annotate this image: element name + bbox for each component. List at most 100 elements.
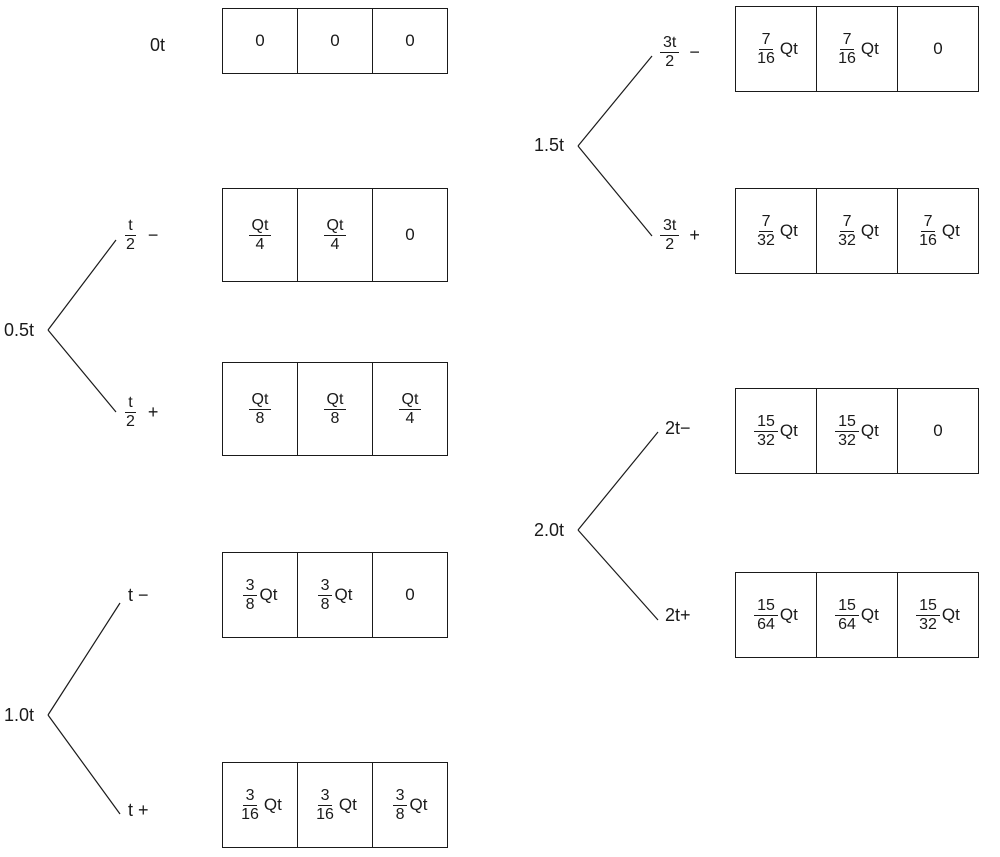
value-cell: Qt8 [297, 362, 373, 456]
node-label: 0.5t [4, 320, 34, 341]
value-cell: 716Qt [816, 6, 898, 92]
fraction: 3t2 [660, 35, 679, 70]
branch-label: 0t [150, 35, 165, 56]
value-cell: Qt4 [297, 188, 373, 282]
fraction: 732 [754, 214, 778, 249]
cell-suffix: Qt [861, 605, 879, 625]
value-row: 1564Qt1564Qt1532Qt [735, 572, 979, 658]
cell-suffix: Qt [259, 585, 277, 605]
value-cell: Qt4 [222, 188, 298, 282]
cell-content: 38Qt [243, 578, 278, 613]
value-cell: 1532Qt [816, 388, 898, 474]
tree-edge [578, 146, 652, 236]
value-row: 38Qt38Qt0 [222, 552, 448, 638]
fraction: 1564 [754, 598, 778, 633]
cell-content: 0 [405, 585, 414, 605]
value-cell: 316Qt [297, 762, 373, 848]
cell-content: 732Qt [835, 214, 879, 249]
branch-sign: − [689, 42, 700, 63]
cell-suffix: Qt [780, 221, 798, 241]
cell-suffix: Qt [264, 795, 282, 815]
cell-content: 732Qt [754, 214, 798, 249]
value-cell: 0 [372, 188, 448, 282]
value-row: 1532Qt1532Qt0 [735, 388, 979, 474]
fraction: 38 [243, 578, 258, 613]
value-cell: 1564Qt [735, 572, 817, 658]
value-cell: 0 [297, 8, 373, 74]
fraction: Qt8 [324, 392, 347, 427]
tree-edge [578, 432, 658, 530]
node-label: 1.5t [534, 135, 564, 156]
value-row: Qt4 Qt4 0 [222, 188, 448, 282]
cell-suffix: Qt [861, 221, 879, 241]
cell-suffix: Qt [334, 585, 352, 605]
cell-suffix: Qt [780, 39, 798, 59]
branch-label: t − [128, 585, 149, 606]
branch-label: 3t2 − [660, 35, 700, 70]
cell-content: 1532Qt [916, 598, 960, 633]
cell-content: 716Qt [835, 32, 879, 67]
cell-content: 1564Qt [754, 598, 798, 633]
value-cell: 732Qt [816, 188, 898, 274]
branch-sign: + [148, 402, 159, 423]
cell-content: Qt4 [324, 218, 347, 253]
cell-suffix: Qt [780, 421, 798, 441]
value-cell: 732Qt [735, 188, 817, 274]
branch-label: 3t2 + [660, 218, 700, 253]
fraction: 38 [318, 578, 333, 613]
cell-suffix: Qt [861, 39, 879, 59]
cell-suffix: Qt [339, 795, 357, 815]
value-row: Qt8 Qt8 Qt4 [222, 362, 448, 456]
cell-content: 0 [255, 31, 264, 51]
fraction: Qt8 [249, 392, 272, 427]
node-label: 2.0t [534, 520, 564, 541]
fraction: 3t2 [660, 218, 679, 253]
branch-label: t2 − [123, 218, 158, 253]
value-row: 0 0 0 [222, 8, 448, 74]
cell-suffix: Qt [942, 221, 960, 241]
cell-content: 0 [933, 421, 942, 441]
value-cell: 1532Qt [897, 572, 979, 658]
value-cell: 0 [222, 8, 298, 74]
cell-suffix: Qt [861, 421, 879, 441]
cell-content: 38Qt [318, 578, 353, 613]
fraction: Qt4 [324, 218, 347, 253]
branch-text: t − [128, 585, 149, 606]
fraction: 716 [916, 214, 940, 249]
fraction: Qt4 [249, 218, 272, 253]
fraction: 1532 [916, 598, 940, 633]
cell-content: Qt4 [399, 392, 422, 427]
value-cell: 0 [372, 8, 448, 74]
fraction: 732 [835, 214, 859, 249]
cell-suffix: Qt [780, 605, 798, 625]
fraction: 1532 [835, 414, 859, 449]
fraction: 716 [835, 32, 859, 67]
value-cell: 1532Qt [735, 388, 817, 474]
cell-content: 0 [405, 225, 414, 245]
tree-edge [578, 530, 658, 620]
fraction: 716 [754, 32, 778, 67]
value-cell: Qt4 [372, 362, 448, 456]
branch-label: 2t+ [665, 605, 691, 626]
cell-content: 716Qt [916, 214, 960, 249]
value-row: 716Qt716Qt0 [735, 6, 979, 92]
branch-label: t + [128, 800, 149, 821]
cell-content: Qt4 [249, 218, 272, 253]
tree-edge [48, 715, 120, 814]
branch-label: t2 + [123, 395, 158, 430]
tree-edge [578, 56, 652, 146]
tree-edge [48, 603, 120, 715]
cell-content: 0 [330, 31, 339, 51]
fraction: Qt4 [399, 392, 422, 427]
tree-edge [48, 240, 116, 330]
value-cell: 38Qt [297, 552, 373, 638]
cell-content: 1532Qt [754, 414, 798, 449]
branch-sign: + [689, 225, 700, 246]
fraction: t2 [123, 395, 138, 430]
fraction: 1532 [754, 414, 778, 449]
branch-sign: − [148, 225, 159, 246]
cell-suffix: Qt [942, 605, 960, 625]
branch-label: 2t− [665, 418, 691, 439]
branch-text: 2t+ [665, 605, 691, 626]
cell-content: 1564Qt [835, 598, 879, 633]
